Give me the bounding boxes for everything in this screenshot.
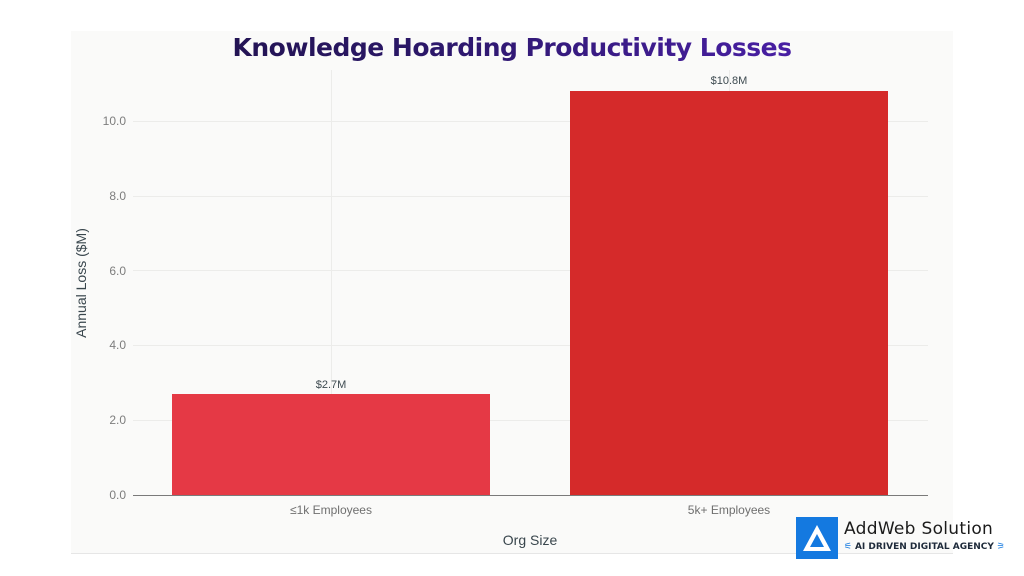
bar-large-org[interactable] [570, 91, 888, 495]
chart-title: Knowledge Hoarding Productivity Losses [0, 33, 1024, 62]
gridline-2 [133, 420, 928, 421]
y-axis-label: Annual Loss ($M) [73, 228, 89, 338]
data-label-large-org: $10.8M [710, 75, 748, 87]
gridline-10 [133, 121, 928, 122]
tagline-deco-right-icon: ⚞ [993, 542, 1005, 552]
gridline-cat-1 [331, 70, 332, 495]
logo-a-icon [803, 525, 831, 551]
x-axis-line [133, 495, 928, 496]
tagline-text: AI DRIVEN DIGITAL AGENCY [854, 542, 994, 552]
brand-tagline: ⚟ AI DRIVEN DIGITAL AGENCY ⚞ [844, 542, 1005, 552]
gridline-4 [133, 345, 928, 346]
plot-area [133, 70, 928, 496]
tagline-deco-left-icon: ⚟ [844, 542, 855, 552]
x-tick-small-org: ≤1k Employees [290, 503, 372, 517]
bar-small-org[interactable] [172, 394, 490, 495]
y-tick-0: 0.0 [109, 488, 126, 502]
brand-name: AddWeb Solution [844, 519, 994, 539]
x-axis-label: Org Size [502, 532, 558, 548]
gridline-8 [133, 196, 928, 197]
y-tick-10: 10.0 [102, 114, 126, 128]
y-tick-2: 2.0 [109, 413, 126, 427]
x-tick-large-org: 5k+ Employees [687, 503, 771, 517]
y-tick-6: 6.0 [109, 264, 126, 278]
brand-logo [796, 517, 838, 559]
y-tick-4: 4.0 [109, 338, 126, 352]
y-tick-8: 8.0 [109, 189, 126, 203]
gridline-6 [133, 270, 928, 271]
data-label-small-org: $2.7M [315, 379, 347, 391]
